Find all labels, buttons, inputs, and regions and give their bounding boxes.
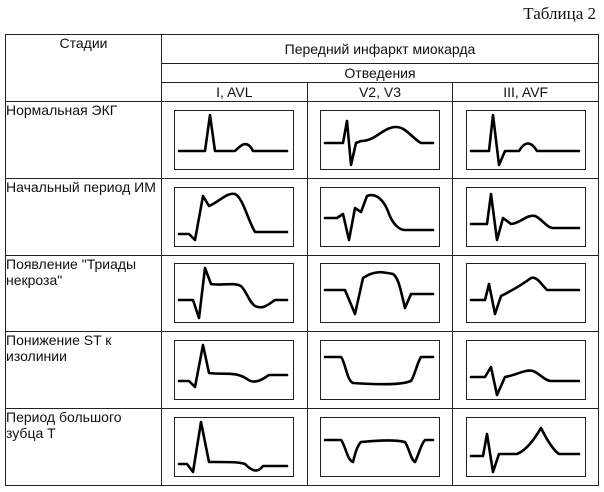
stage-label: Понижение ST к изолинии (5, 331, 162, 410)
lead-header-iii-avf: III, AVF (452, 82, 599, 102)
ecg-trace (174, 109, 295, 170)
ecg-trace (465, 109, 586, 170)
lead-header-i-avl: I, AVL (161, 82, 308, 102)
stage-label: Нормальная ЭКГ (5, 101, 162, 179)
leads-header: Отведения (161, 63, 599, 83)
ecg-trace (174, 417, 295, 478)
lead-header-v2-v3: V2, V3 (306, 82, 454, 102)
ecg-trace (174, 263, 295, 324)
table-caption: Таблица 2 (523, 4, 596, 23)
ecg-trace (174, 186, 295, 247)
stages-header: Стадии (5, 34, 162, 102)
table-row: Понижение ST к изолинии (5, 331, 599, 410)
infarction-title: Передний инфаркт миокарда (161, 34, 599, 64)
ecg-trace (465, 186, 586, 247)
ecg-stages-table: Стадии Передний инфаркт миокарда Отведен… (5, 34, 599, 486)
table-row: Появление "Триады некроза" (5, 254, 599, 333)
ecg-trace (465, 263, 586, 324)
stage-label: Появление "Триады некроза" (5, 254, 162, 333)
ecg-trace (174, 340, 295, 401)
ecg-trace (319, 263, 440, 324)
ecg-trace (465, 340, 586, 401)
table-row: Период большого зубца Т (5, 408, 599, 486)
ecg-trace (319, 340, 440, 401)
stage-label: Период большого зубца Т (5, 408, 162, 486)
stage-label: Начальный период ИМ (5, 177, 162, 256)
table-row: Начальный период ИМ (5, 177, 599, 256)
ecg-trace (319, 109, 440, 170)
ecg-trace (319, 417, 440, 478)
ecg-trace (465, 417, 586, 478)
table-row: Нормальная ЭКГ (5, 101, 599, 179)
ecg-trace (319, 186, 440, 247)
